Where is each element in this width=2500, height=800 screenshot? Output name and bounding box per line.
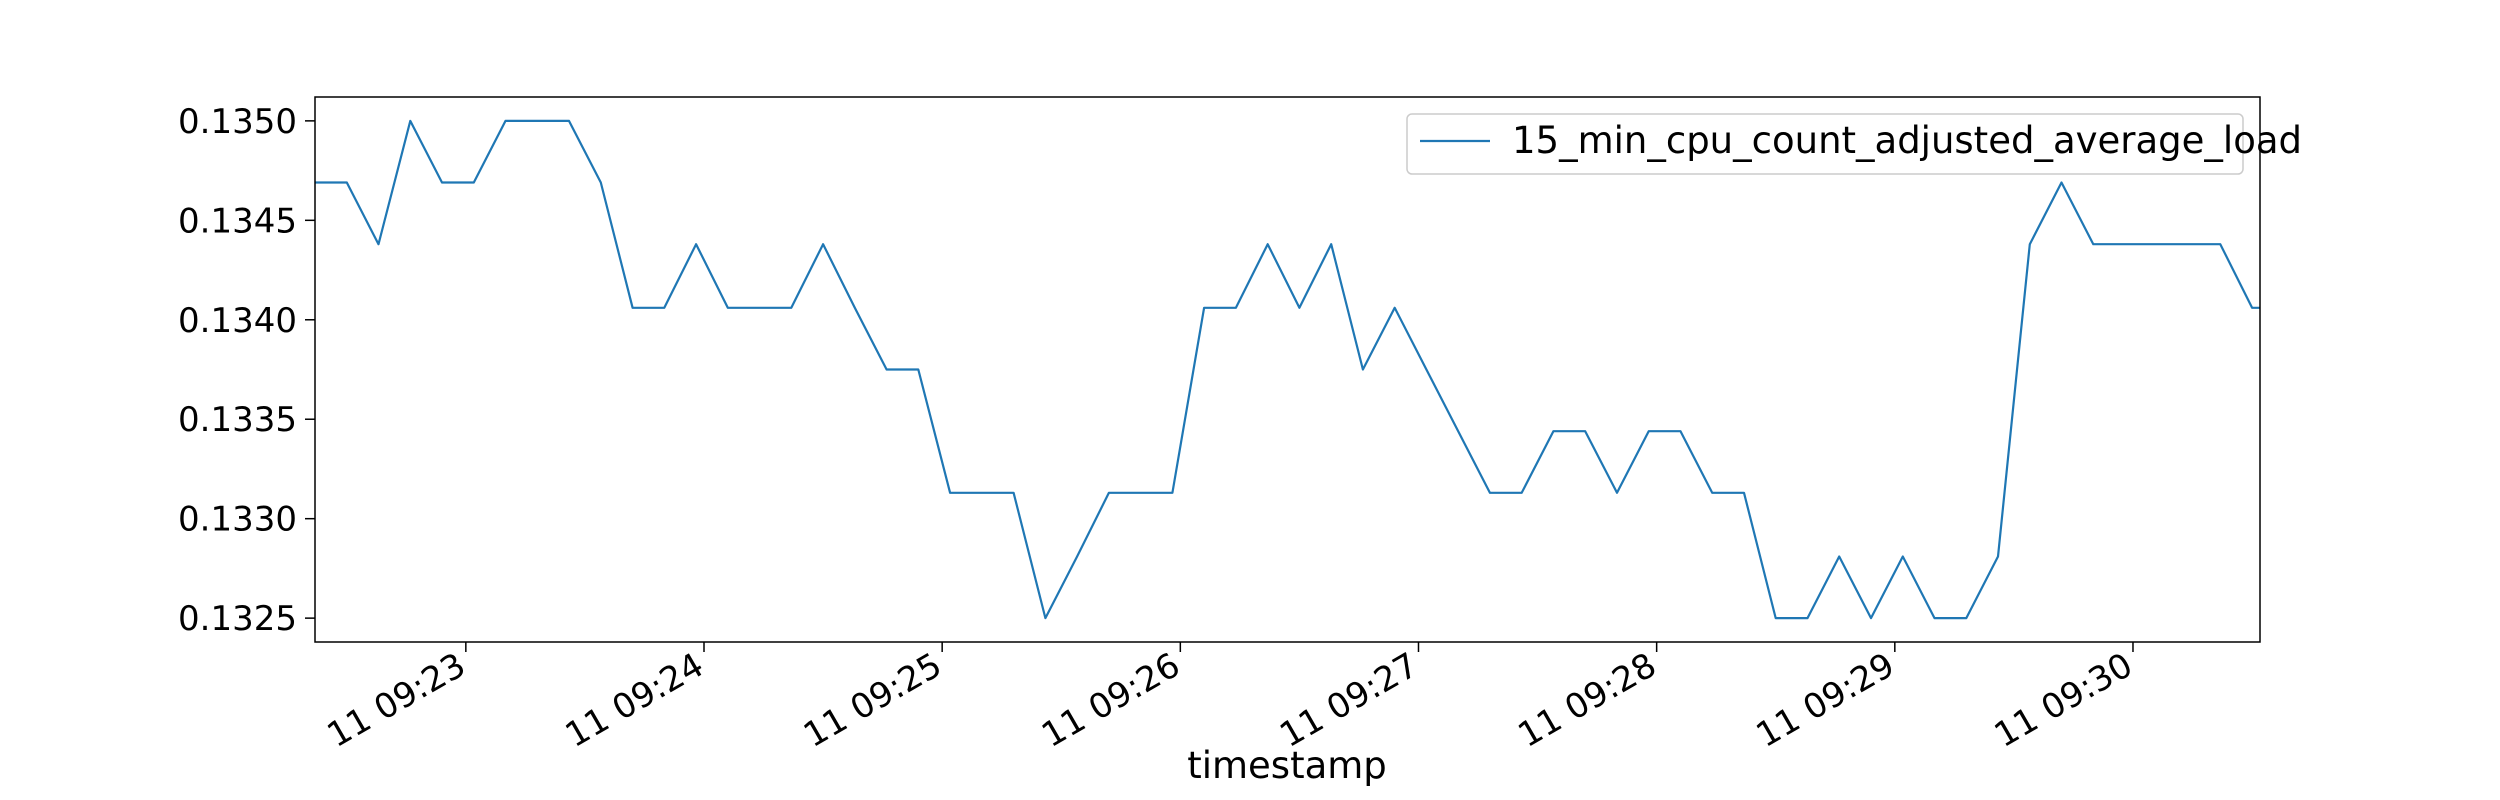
y-tick-label: 0.1335 — [178, 400, 297, 440]
x-axis-label: timestamp — [1187, 744, 1387, 787]
x-tick-label: 11 09:23 — [321, 645, 473, 756]
y-tick-label: 0.1325 — [178, 599, 297, 639]
y-axis-ticks: 0.1325 0.1330 0.1335 0.1340 0.1345 0.1350 — [178, 102, 315, 639]
x-tick-label: 11 09:24 — [559, 645, 711, 756]
plot-frame — [314, 96, 2261, 643]
x-tick-label: 11 09:28 — [1511, 645, 1663, 756]
y-tick-label: 0.1330 — [178, 500, 297, 540]
x-tick-label: 11 09:30 — [1988, 645, 2140, 756]
legend-label: 15_min_cpu_count_adjusted_average_load — [1512, 119, 2302, 162]
y-tick-label: 0.1350 — [178, 102, 297, 142]
x-tick-label: 11 09:25 — [797, 645, 949, 756]
series-line-cpu-load — [315, 119, 2260, 620]
x-tick-label: 11 09:29 — [1750, 645, 1902, 756]
legend-box — [1406, 113, 2244, 175]
y-tick-label: 0.1340 — [178, 301, 297, 341]
y-tick-label: 0.1345 — [178, 201, 297, 241]
x-axis-ticks: 11 09:23 11 09:24 11 09:25 11 09:26 11 09:27… — [321, 642, 2140, 756]
x-tick-label: 11 09:26 — [1035, 645, 1187, 756]
x-tick-label: 11 09:27 — [1273, 645, 1425, 756]
legend: 15_min_cpu_count_adjusted_average_load — [1406, 113, 2302, 175]
